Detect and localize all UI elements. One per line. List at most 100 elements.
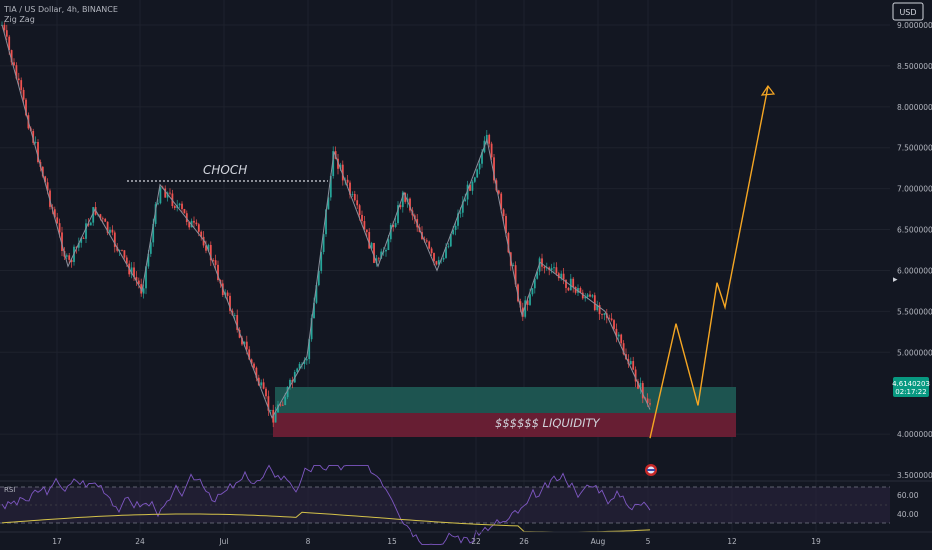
- scroll-right-icon[interactable]: ▸: [893, 275, 898, 285]
- candle-body: [5, 30, 8, 37]
- candle-body: [87, 223, 90, 226]
- candle-body: [380, 251, 383, 259]
- candle-body: [399, 205, 402, 208]
- candle-body: [409, 198, 411, 211]
- price-tick: 4.0000000: [897, 430, 932, 439]
- candle-body: [118, 249, 121, 251]
- candle-body: [401, 192, 404, 208]
- projection-arrowhead: [760, 84, 776, 96]
- candle-body: [615, 328, 618, 337]
- candle-body: [253, 363, 255, 368]
- candle-body: [617, 334, 620, 337]
- candle-body: [593, 295, 596, 311]
- candle-body: [214, 260, 217, 265]
- candle-body: [329, 176, 332, 198]
- candle-body: [109, 229, 111, 233]
- candle-body: [358, 205, 361, 215]
- candle-body: [442, 257, 445, 260]
- candle-body: [274, 412, 277, 423]
- candle-body: [337, 158, 339, 169]
- candle-body: [305, 359, 308, 361]
- projection-path[interactable]: [649, 86, 769, 439]
- symbol-title[interactable]: TIA / US Dollar, 4h, BINANCE: [3, 5, 118, 14]
- candle-body: [152, 223, 155, 243]
- candle-body: [572, 278, 575, 287]
- time-tick: 26: [519, 537, 529, 546]
- candle-body: [233, 315, 236, 316]
- rsi-value-tag: 40.00: [897, 510, 919, 519]
- candle-body: [149, 242, 152, 254]
- candle-body: [449, 234, 452, 247]
- candle-body: [485, 134, 488, 141]
- rsi-label[interactable]: RSI: [4, 486, 15, 494]
- candle-body: [137, 280, 140, 285]
- candle-body: [603, 313, 606, 315]
- currency-button[interactable]: USD: [892, 2, 924, 21]
- time-tick: 15: [387, 537, 397, 546]
- candle-body: [245, 341, 248, 350]
- candle-body: [555, 267, 558, 274]
- candle-body: [104, 218, 107, 222]
- candle-body: [392, 224, 395, 227]
- time-tick: Jul: [218, 537, 228, 546]
- liquidity-zone[interactable]: [273, 413, 736, 437]
- candle-body: [596, 305, 599, 311]
- candle-body: [142, 288, 145, 294]
- candle-body: [257, 377, 260, 386]
- candle-body: [629, 361, 632, 365]
- candle-body: [255, 367, 258, 378]
- candle-body: [65, 255, 68, 257]
- candle-body: [598, 305, 601, 315]
- candle-body: [341, 164, 344, 181]
- event-flag-icon[interactable]: [645, 464, 657, 476]
- candle-body: [519, 301, 522, 308]
- indicator-zigzag-label[interactable]: Zig Zag: [4, 15, 35, 24]
- candle-body: [363, 221, 366, 230]
- candle-body: [529, 294, 531, 305]
- candle-body: [133, 267, 135, 277]
- time-axis[interactable]: 17 24 Jul 8 15 22 26 Aug 5 12 19: [52, 537, 821, 546]
- candle-body: [586, 294, 589, 298]
- candle-body: [481, 152, 483, 164]
- candle-body: [445, 246, 447, 258]
- price-tick: 8.5000000: [897, 62, 932, 71]
- candle-body: [591, 295, 594, 297]
- candle-body: [212, 260, 215, 261]
- candle-body: [425, 240, 428, 242]
- candle-body: [500, 193, 503, 210]
- candle-body: [77, 242, 80, 248]
- choch-label[interactable]: CHOCH: [203, 163, 247, 177]
- candle-body: [394, 223, 397, 227]
- candle-body: [101, 218, 104, 220]
- rsi-level-60: 60.00: [897, 491, 919, 500]
- liquidity-label[interactable]: $$$$$$ LIQUIDITY: [495, 416, 600, 430]
- candle-body: [164, 188, 167, 198]
- candle-body: [80, 237, 83, 243]
- demand-zone[interactable]: [275, 387, 736, 413]
- price-tick: 3.5000000: [897, 471, 932, 480]
- candle-body: [13, 62, 15, 66]
- candle-body: [634, 369, 637, 382]
- candle-body: [469, 184, 471, 191]
- candle-body: [557, 273, 560, 279]
- candle-body: [589, 294, 591, 297]
- time-tick: 17: [52, 537, 62, 546]
- candle-body: [387, 239, 390, 250]
- candle-body: [476, 169, 479, 178]
- rsi-line: [1, 464, 651, 546]
- price-axis[interactable]: 9.0000000 8.5000000 8.0000000 7.5000000 7.00…: [897, 21, 932, 480]
- candle-body: [308, 339, 311, 360]
- candle-body: [478, 163, 481, 170]
- candle-body: [154, 204, 157, 224]
- candle-body: [207, 244, 210, 251]
- candle-body: [327, 197, 330, 210]
- candle-body: [241, 337, 243, 345]
- candle-body: [543, 266, 546, 269]
- candle-body: [531, 288, 534, 295]
- candle-body: [44, 176, 47, 183]
- candle-body: [339, 164, 342, 169]
- candle-body: [265, 388, 267, 397]
- candle-body: [25, 99, 27, 116]
- price-tick: 8.0000000: [897, 103, 932, 112]
